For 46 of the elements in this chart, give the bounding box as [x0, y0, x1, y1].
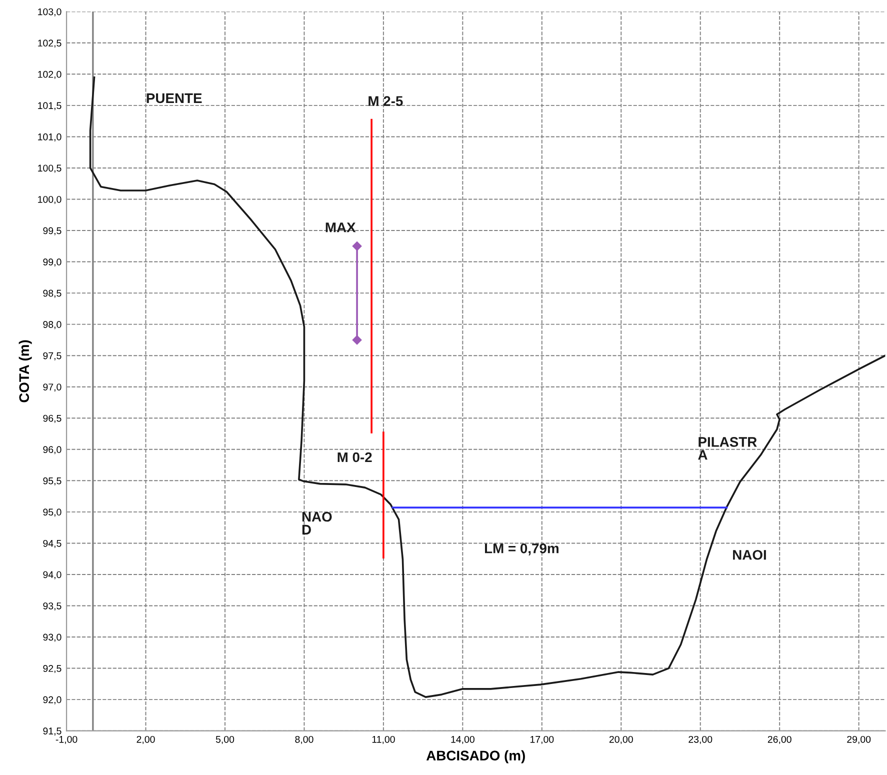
y-tick-label: 100,5 [38, 164, 62, 173]
series-label: M 2-5 [368, 96, 403, 106]
y-tick-label: 100,0 [38, 196, 62, 204]
line-series [89, 76, 886, 698]
x-tick-label: -1,00 [56, 736, 78, 744]
x-tick-label: 23,00 [688, 736, 712, 744]
y-tick-label: 98,0 [43, 321, 62, 330]
series-label: MAX [326, 222, 356, 232]
x-tick-label: 5,00 [216, 736, 234, 744]
annotation: NAO D [302, 512, 332, 534]
y-tick-label: 95,0 [43, 508, 62, 517]
x-tick-label: 2,00 [136, 736, 155, 744]
x-tick-label: 11,00 [372, 736, 395, 744]
series-label: M 0-2 [338, 452, 372, 462]
x-axis-title: ABCISADO (m) [426, 750, 525, 764]
y-tick-label: 99,5 [43, 227, 62, 236]
y-tick-label: 97,0 [43, 384, 62, 392]
y-tick-label: 93,5 [43, 602, 62, 611]
y-tick-label: 99,0 [43, 258, 62, 267]
y-tick-label: 95,5 [43, 477, 62, 486]
annotation: NAOI [733, 550, 766, 560]
y-tick-label: 98,5 [43, 290, 62, 298]
x-tick-label: 14,00 [451, 736, 474, 744]
y-tick-label: 94,0 [43, 571, 62, 580]
annotation: PUENTE [146, 93, 202, 104]
y-tick-label: 93,0 [43, 634, 62, 642]
y-tick-label: 91,5 [43, 728, 62, 736]
x-tick-label: 17,00 [530, 736, 554, 744]
annotation: LM = 0,79m [484, 543, 558, 556]
y-tick-label: 103,0 [38, 8, 62, 16]
y-tick-label: 102,0 [38, 70, 62, 79]
y-tick-label: 92,5 [43, 665, 62, 674]
y-tick-label: 92,0 [43, 696, 62, 704]
x-tick-label: 26,00 [768, 736, 792, 744]
y-tick-label: 97,5 [43, 352, 62, 360]
x-tick-label: 20,00 [609, 736, 633, 744]
y-axis-title: COTA (m) [18, 340, 32, 402]
y-tick-label: 96,5 [43, 414, 62, 423]
y-tick-label: 102,5 [38, 40, 62, 48]
annotation: PILASTR A [698, 437, 757, 460]
y-tick-label: 94,5 [43, 540, 62, 548]
y-tick-label: 101,5 [38, 102, 62, 110]
x-tick-label: 8,00 [295, 736, 314, 744]
x-tick-label: 29,00 [847, 736, 871, 744]
y-tick-label: 101,0 [38, 133, 62, 142]
y-tick-label: 96,0 [43, 446, 62, 454]
